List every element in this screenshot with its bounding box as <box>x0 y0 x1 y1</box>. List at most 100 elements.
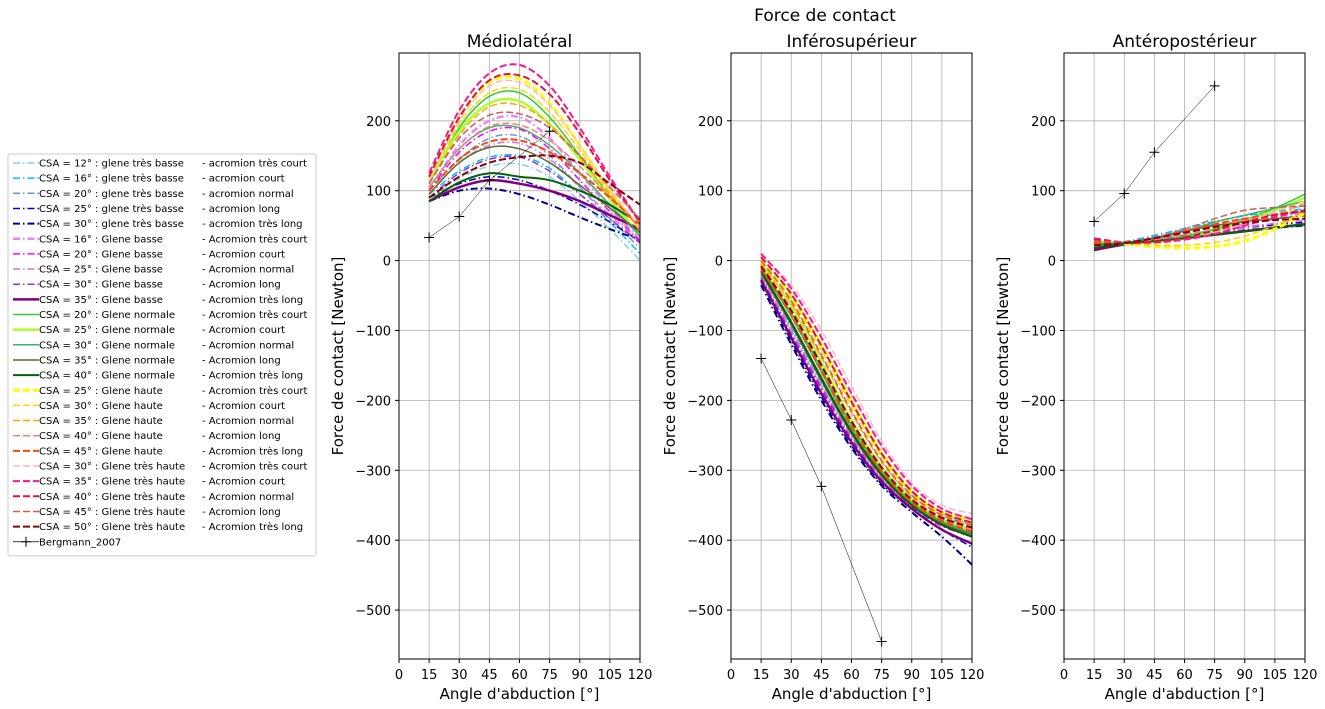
y-axis-label: Force de contact [Newton] <box>329 257 347 456</box>
x-tick-label: 75 <box>541 668 558 683</box>
data-point-marker <box>1149 147 1160 158</box>
y-tick-label: −400 <box>355 534 391 549</box>
y-tick-label: 0 <box>383 255 391 270</box>
series-line <box>760 263 972 527</box>
series-line <box>428 131 550 238</box>
series-line <box>428 155 640 244</box>
x-axis-label: Angle d'abduction [°] <box>1105 685 1265 703</box>
y-tick-label: −500 <box>1020 604 1056 619</box>
legend-suffix: - Acromion très long <box>202 445 303 457</box>
legend-item: CSA = 35° : Glene très haute - Acromion c… <box>13 476 285 488</box>
legend-item: CSA = 30° : Glene normale - Acromion norm… <box>13 340 294 351</box>
series-line <box>760 265 972 529</box>
legend-item: CSA = 30° : Glene très haute - Acromion t… <box>13 461 308 473</box>
legend-suffix: - Acromion très long <box>202 294 303 306</box>
legend-item: CSA = 25° : Glene normale - Acromion cour… <box>13 325 285 336</box>
panel-1: 0 15 30 45 60 75 90 105 120 200 100 0 −100 −200 −300 −4… <box>661 32 984 703</box>
x-tick-label: 30 <box>783 668 800 683</box>
series-line <box>760 256 972 524</box>
legend-suffix: - Acromion court <box>202 249 285 260</box>
y-tick-label: −200 <box>1020 394 1056 409</box>
series-line <box>760 358 882 642</box>
x-tick-label: 120 <box>1293 668 1318 683</box>
legend-suffix: - Acromion normal <box>202 265 294 276</box>
y-tick-label: −100 <box>355 324 391 339</box>
series-line <box>428 86 640 230</box>
x-tick-label: 75 <box>873 668 890 683</box>
x-tick-label: 105 <box>929 668 954 683</box>
series-line <box>428 162 640 262</box>
x-tick-label: 0 <box>727 668 735 683</box>
legend-label: CSA = 40° : Glene normale <box>39 371 175 382</box>
x-tick-label: 60 <box>511 668 528 683</box>
legend-suffix: - Acromion normal <box>202 492 294 503</box>
legend-item: CSA = 16° : Glene basse - Acromion très c… <box>13 233 308 245</box>
legend-suffix: - Acromion normal <box>202 416 294 427</box>
legend-marker <box>21 536 31 547</box>
y-tick-label: −300 <box>1020 464 1056 479</box>
legend-label: CSA = 25° : Glene basse <box>39 265 163 276</box>
series-line <box>1094 217 1305 247</box>
legend: CSA = 12° : glene très basse - acromion t… <box>7 153 317 557</box>
legend-item: CSA = 20° : Glene basse - Acromion court <box>13 249 285 260</box>
series-line <box>428 63 640 223</box>
y-tick-label: −200 <box>355 394 391 409</box>
x-tick-label: 90 <box>571 668 588 683</box>
series-line <box>760 254 972 515</box>
x-tick-label: 60 <box>1176 668 1193 683</box>
legend-suffix: - Acromion très court <box>202 309 308 321</box>
series-line <box>428 145 640 234</box>
series-line <box>760 268 972 533</box>
y-tick-label: 200 <box>698 115 723 130</box>
legend-suffix: - Acromion court <box>202 401 285 412</box>
data-point-marker <box>786 414 797 425</box>
data-point-marker <box>756 353 767 364</box>
series-line <box>428 138 640 227</box>
legend-suffix: - Acromion très long <box>202 370 303 382</box>
x-axis-label: Angle d'abduction [°] <box>440 685 600 703</box>
legend-label: CSA = 25° : Glene normale <box>39 325 175 336</box>
legend-suffix: - Acromion long <box>202 280 281 291</box>
series-line <box>760 261 972 524</box>
chart-panels: 0 15 30 45 60 75 90 105 120 200 100 0 −100 −200 −300 −4… <box>329 32 1317 703</box>
x-tick-label: 45 <box>481 668 498 683</box>
x-tick-label: 30 <box>451 668 468 683</box>
x-tick-label: 15 <box>1086 668 1103 683</box>
series-line <box>760 270 972 538</box>
legend-suffix: - Acromion très court <box>202 385 308 397</box>
legend-suffix: - acromion long <box>202 204 280 215</box>
legend-label: CSA = 45° : Glene haute <box>39 446 163 457</box>
x-tick-label: 60 <box>843 668 860 683</box>
series-line <box>760 272 972 536</box>
legend-label: CSA = 25° : Glene haute <box>39 386 163 397</box>
legend-suffix: - Acromion long <box>202 355 281 366</box>
legend-suffix: - Acromion court <box>202 325 285 336</box>
legend-label: CSA = 35° : Glene haute <box>39 416 163 427</box>
series-line <box>428 126 640 242</box>
legend-item: CSA = 25° : Glene basse - Acromion normal <box>13 265 294 276</box>
series-group <box>1089 80 1305 252</box>
series-line <box>428 102 640 230</box>
series-line <box>1093 85 1215 222</box>
legend-item: Bergmann_2007 <box>13 536 121 548</box>
legend-label: CSA = 30° : Glene haute <box>39 401 163 412</box>
x-tick-label: 15 <box>753 668 770 683</box>
legend-label: CSA = 30° : glene très basse <box>39 218 184 230</box>
data-point-marker <box>484 175 495 186</box>
data-point-marker <box>876 636 887 647</box>
series-line <box>428 187 640 241</box>
legend-label: CSA = 30° : Glene très haute <box>39 461 185 473</box>
y-axis-label: Force de contact [Newton] <box>994 257 1012 456</box>
legend-item: CSA = 35° : Glene basse - Acromion très l… <box>13 294 303 306</box>
series-line <box>428 153 640 255</box>
x-tick-label: 90 <box>1236 668 1253 683</box>
legend-item: CSA = 20° : glene très basse - acromion n… <box>13 188 294 200</box>
x-tick-label: 30 <box>1116 668 1133 683</box>
y-tick-label: 200 <box>366 115 391 130</box>
legend-suffix: - Acromion très court <box>202 461 308 473</box>
x-tick-label: 90 <box>903 668 920 683</box>
x-tick-label: 75 <box>1206 668 1223 683</box>
legend-item: CSA = 20° : Glene normale - Acromion très… <box>13 309 308 321</box>
data-point-marker <box>424 232 435 243</box>
